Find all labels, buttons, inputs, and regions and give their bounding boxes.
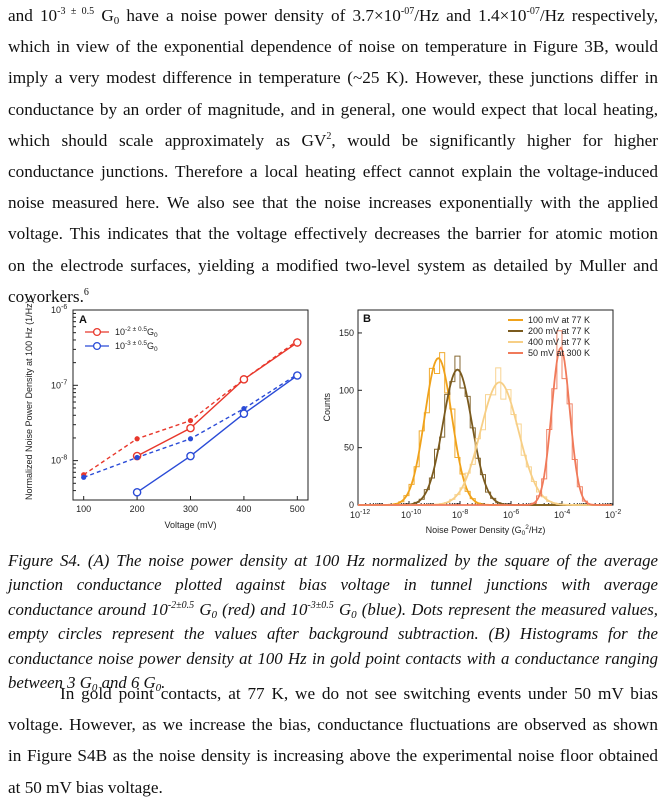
data-dot bbox=[187, 417, 194, 424]
y-tick-label: 50 bbox=[344, 443, 354, 453]
data-dot bbox=[81, 474, 87, 480]
para2-line-3: in Figure S4B as the noise density is in… bbox=[8, 746, 658, 766]
y-axis-label: Counts bbox=[322, 392, 332, 421]
data-circle bbox=[293, 338, 302, 347]
panel-label: A bbox=[79, 314, 87, 326]
figure-b-chart: B 10-12 10-10 10-8 10-6 10-4 10-2 0 50 100 150 Nois… bbox=[322, 309, 621, 537]
paragraph-top: and 10-3 ± 0.5 G0 have a noise power den… bbox=[8, 0, 658, 312]
y-tick-label: 10-6 bbox=[51, 304, 67, 315]
series-line bbox=[136, 374, 298, 493]
plot-frame bbox=[72, 309, 309, 501]
caption-line-4: empty circles represent the values after… bbox=[8, 624, 658, 644]
caption-line-2: junction conductance plotted against bia… bbox=[8, 575, 658, 595]
y-tick-label: 10-8 bbox=[51, 455, 67, 466]
caption-line-6: between 3 G0 and 6 G0. bbox=[8, 673, 166, 695]
x-tick-label: 200 bbox=[130, 504, 145, 514]
series-line bbox=[136, 341, 298, 457]
para1-line-3: imply a very modest difference in temper… bbox=[8, 68, 658, 88]
para1-line-1: and 10-3 ± 0.5 G0 have a noise power den… bbox=[8, 6, 658, 27]
para1-line-6: conductance junctions. Therefore a local… bbox=[8, 161, 658, 181]
y-axis-label: Normalized Noise Power Density at 100 Hz… bbox=[24, 300, 34, 500]
para1-line-10: coworkers.6 bbox=[8, 286, 89, 306]
para1-line-5: which should scale approximately as GV2,… bbox=[8, 130, 658, 150]
para1-line-4: conductance by an order of magnitude, an… bbox=[8, 99, 658, 119]
x-tick-label: 10-4 bbox=[554, 509, 570, 520]
y-tick-label: 10-7 bbox=[51, 379, 67, 390]
caption-line-3: conductance around 10-2±0.5 G0 (red) and… bbox=[8, 599, 658, 621]
figure-a: A 100 200 300 400 500 10-8 10-7 10-6 Voltage (mV)… bbox=[18, 300, 318, 540]
data-circle bbox=[186, 423, 195, 433]
para1-line-8: voltage. This indicates that the voltage… bbox=[8, 224, 658, 244]
x-axis-label: Voltage (mV) bbox=[164, 520, 216, 530]
x-tick-label: 10-6 bbox=[503, 509, 519, 520]
histogram-steps bbox=[393, 352, 481, 505]
y-tick-label: 100 bbox=[339, 385, 354, 395]
x-tick-label: 300 bbox=[183, 504, 198, 514]
para1-line-9: on the electrode surfaces, yielding a mo… bbox=[8, 255, 658, 275]
legend-entry: 400 mV at 77 K bbox=[528, 337, 590, 347]
data-dot bbox=[134, 436, 140, 442]
figure-b: B 10-12 10-10 10-8 10-6 10-4 10-2 0 50 100 150 Nois… bbox=[322, 300, 628, 540]
legend-entry: 10-3 ± 0.5G0 bbox=[115, 340, 158, 353]
x-axis-label: Noise Power Density (G02/Hz) bbox=[426, 524, 546, 537]
y-tick-label: 150 bbox=[339, 328, 354, 338]
x-tick-label: 10-8 bbox=[452, 509, 468, 520]
legend-marker bbox=[92, 327, 102, 337]
x-tick-label: 10-12 bbox=[350, 509, 370, 520]
legend-entry: 10-2 ± 0.5G0 bbox=[115, 326, 158, 339]
data-circle bbox=[239, 375, 249, 384]
para2-line-4: at 50 mV bias voltage. bbox=[8, 777, 163, 797]
para1-line-2: which in view of the exponential depende… bbox=[8, 37, 658, 57]
legend-entry: 200 mV at 77 K bbox=[528, 326, 590, 336]
data-circle bbox=[239, 409, 249, 418]
x-tick-label: 100 bbox=[76, 504, 91, 514]
histogram-steps bbox=[530, 330, 588, 505]
histogram-steps bbox=[439, 367, 558, 505]
figure-a-chart: A 100 200 300 400 500 10-8 10-7 10-6 Voltage (mV)… bbox=[24, 300, 309, 530]
caption-line-1: Figure S4. (A) The noise power density a… bbox=[8, 551, 658, 570]
figure-caption: Figure S4. (A) The noise power density a… bbox=[8, 549, 658, 695]
legend-entry: 50 mV at 300 K bbox=[528, 348, 590, 358]
gaussian-fit bbox=[358, 368, 612, 506]
x-tick-label: 10-10 bbox=[401, 509, 421, 520]
legend-entry: 100 mV at 77 K bbox=[528, 315, 590, 325]
para1-line-7: noise measured here. We also see that th… bbox=[8, 193, 658, 213]
data-circle bbox=[132, 487, 142, 497]
legend-marker bbox=[92, 341, 102, 351]
data-dot bbox=[187, 436, 194, 442]
para2-line-2: voltage. However, as we increase the bia… bbox=[8, 715, 658, 735]
paragraph-bottom: In gold point contacts, at 77 K, we do n… bbox=[8, 678, 658, 803]
panel-label: B bbox=[363, 313, 371, 325]
x-tick-label: 10-2 bbox=[605, 509, 621, 520]
data-dot bbox=[134, 454, 140, 461]
data-circle bbox=[293, 371, 302, 380]
gaussian-fit bbox=[358, 346, 612, 506]
y-tick-label: 0 bbox=[349, 500, 354, 510]
histogram-steps bbox=[413, 355, 507, 505]
para2-line-1: In gold point contacts, at 77 K, we do n… bbox=[60, 684, 658, 703]
caption-line-5: conductance noise power density at 100 H… bbox=[8, 648, 658, 668]
data-circle bbox=[186, 451, 195, 461]
x-tick-label: 400 bbox=[236, 504, 251, 514]
x-tick-label: 500 bbox=[290, 504, 305, 514]
